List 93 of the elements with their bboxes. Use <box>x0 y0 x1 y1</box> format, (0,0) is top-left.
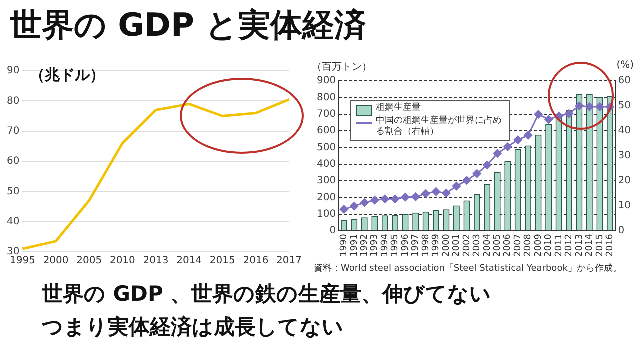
y-tick-label: 300 <box>316 176 336 187</box>
point <box>504 142 512 152</box>
point <box>534 110 543 119</box>
point <box>596 102 604 112</box>
point <box>432 188 441 196</box>
x-tick-label: 2007 <box>513 234 524 257</box>
y-axis-title: （百万トン） <box>312 61 372 74</box>
x-tick-label: 1992 <box>360 234 370 257</box>
point <box>462 176 472 185</box>
x-tick-label: 2001 <box>452 234 462 257</box>
y-tick-label: 70 <box>6 126 20 137</box>
y-tick-label: 80 <box>6 96 20 107</box>
x-tick-label: 2006 <box>503 234 514 257</box>
x-tick-label: 2014 <box>585 234 596 257</box>
y2-tick-label: 10 <box>618 200 632 212</box>
y-tick-label: 40 <box>6 216 20 228</box>
point <box>575 102 584 110</box>
chart-title: 世界の GDP と実体経済 <box>10 5 367 46</box>
point <box>370 196 380 205</box>
point <box>340 205 348 214</box>
y2-tick-label: 60 <box>618 76 632 87</box>
x-tick-label: 1999 <box>432 234 442 257</box>
point <box>524 131 533 140</box>
y-tick-label: 500 <box>316 142 336 154</box>
y2-tick-label: 30 <box>618 150 632 162</box>
y2-axis-title: (%) <box>616 60 634 71</box>
x-tick-label: 2013 <box>143 256 169 267</box>
point <box>493 149 502 158</box>
x-tick-label: 2005 <box>492 234 503 257</box>
x-tick-label: 2017 <box>276 256 302 267</box>
x-tick-label: 2015 <box>595 234 606 257</box>
y-tick-label: 600 <box>316 126 336 137</box>
x-tick-label: 1994 <box>380 234 390 257</box>
x-tick-label: 2004 <box>482 234 493 257</box>
y-tick-label: 700 <box>316 108 336 120</box>
point <box>360 198 369 208</box>
x-tick-label: 1997 <box>411 234 422 257</box>
y2-tick-label: 50 <box>618 100 632 112</box>
y-tick-label: 900 <box>316 76 336 87</box>
text: 世界の GDP 、世界の鉄の生産量、伸びてない <box>42 281 492 308</box>
x-tick-label: 2000 <box>442 234 452 257</box>
point <box>472 170 482 178</box>
x-tick-label: 2008 <box>524 234 534 257</box>
x-tick-label: 1990 <box>340 234 350 257</box>
text: 資料：World steel association「Steel Statistical Yearbook」から作成。 <box>314 262 622 275</box>
x-tick-label: 2012 <box>564 234 575 257</box>
point <box>452 182 461 191</box>
point <box>422 190 430 198</box>
x-tick-label: 2016 <box>243 256 269 267</box>
y-tick-label: 200 <box>316 192 336 204</box>
x-tick-label: 2011 <box>554 234 564 257</box>
x-tick-label: 2014 <box>176 256 202 267</box>
x-tick-label: 2000 <box>43 256 69 267</box>
y-tick-label: 400 <box>316 158 336 170</box>
point <box>564 110 574 118</box>
x-tick-label: 2016 <box>606 234 616 257</box>
y-tick-label: 90 <box>6 66 20 77</box>
text: つまり実体経済は成長してない <box>42 314 344 341</box>
x-tick-label: 1996 <box>400 234 411 257</box>
x-tick-label: 2009 <box>534 234 544 257</box>
point <box>514 136 522 144</box>
y2-tick-label: 20 <box>618 176 632 187</box>
x-tick-label: 2010 <box>110 256 136 267</box>
point <box>412 192 420 202</box>
point <box>483 161 492 170</box>
x-tick-label: 1995 <box>390 234 401 257</box>
point <box>391 194 400 204</box>
y-tick-label: 50 <box>6 186 20 198</box>
y2-tick-label: 0 <box>618 226 625 237</box>
x-tick-label: 1991 <box>350 234 360 257</box>
x-tick-label: 2013 <box>574 234 585 257</box>
x-tick-label: 2003 <box>472 234 483 257</box>
x-tick-label: 1993 <box>370 234 380 257</box>
point <box>380 194 390 204</box>
point <box>442 189 451 198</box>
y-tick-label: 0 <box>330 226 336 237</box>
y-tick-label: 100 <box>316 209 336 220</box>
legend-label: 中国の粗鋼生産量が世界に占める割合（右軸） <box>376 116 503 138</box>
point <box>401 193 410 202</box>
point <box>350 202 359 211</box>
x-tick-label: 2005 <box>76 256 102 267</box>
y-tick-label: 60 <box>6 156 20 168</box>
x-tick-label: 1998 <box>421 234 432 257</box>
point <box>585 102 594 112</box>
x-tick-label: 1995 <box>10 256 36 267</box>
y-tick-label: 800 <box>316 92 336 104</box>
y-axis-title: （兆ドル） <box>30 66 105 85</box>
x-tick-label: 2015 <box>210 256 236 267</box>
y2-tick-label: 40 <box>618 126 632 137</box>
point <box>544 115 554 124</box>
x-tick-label: 2002 <box>462 234 472 257</box>
legend-label: 粗鋼生産量 <box>376 103 421 114</box>
x-tick-label: 2010 <box>544 234 554 257</box>
